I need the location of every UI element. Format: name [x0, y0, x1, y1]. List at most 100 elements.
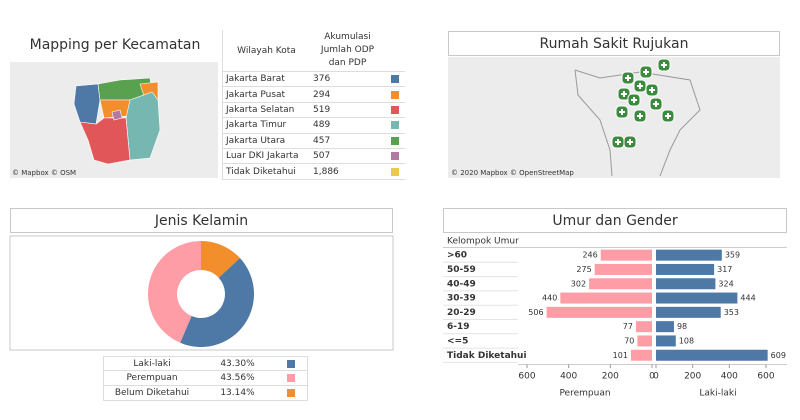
category-label: 40-49 [447, 279, 476, 289]
bar [656, 249, 722, 261]
bar [594, 263, 652, 275]
swatch [287, 359, 295, 368]
region-name: Luar DKI Jakarta [222, 149, 310, 165]
bar [656, 292, 738, 304]
value-label: 246 [582, 251, 597, 260]
value-label: 317 [717, 265, 732, 274]
region-name: Jakarta Pusat [222, 87, 310, 103]
category-label: <=5 [447, 336, 468, 346]
region-value: 376 [310, 72, 385, 88]
value-label: 70 [624, 336, 634, 345]
map-background [448, 57, 780, 178]
hospital-cross [627, 139, 633, 145]
map-outline [574, 69, 701, 177]
region-swatch [385, 72, 405, 88]
swatch [391, 121, 399, 130]
hospital-cross [631, 97, 637, 103]
legend-swatch [275, 356, 308, 371]
value-label: 444 [740, 294, 755, 303]
bar [656, 263, 715, 275]
panel-title: Mapping per Kecamatan [29, 37, 201, 53]
hospital-cross [661, 62, 667, 68]
region-swatch [385, 164, 405, 180]
table-header: Wilayah Kota [222, 30, 310, 72]
hospital-cross [621, 91, 627, 97]
bar [630, 349, 652, 361]
panel-title: Umur dan Gender [443, 208, 787, 233]
map-attribution: © 2020 Mapbox © OpenStreetMap [451, 169, 574, 177]
region-value: 294 [310, 87, 385, 103]
chart-frame [9, 235, 394, 351]
region-name: Jakarta Barat [222, 72, 310, 88]
value-label: 101 [613, 351, 628, 360]
region-swatch [385, 134, 405, 149]
swatch [391, 90, 399, 99]
hospital-cross [615, 139, 621, 145]
panel-title: Rumah Sakit Rujukan [448, 31, 780, 56]
category-label: 6-19 [447, 322, 470, 332]
hospital-cross [653, 101, 659, 107]
legend-label: Perempuan [103, 371, 200, 386]
category-label: 50-59 [447, 265, 476, 275]
value-label: 506 [528, 308, 543, 317]
bar [656, 306, 721, 318]
table-header: Akumulasi Jumlah ODP dan PDP [310, 30, 385, 72]
category-label: >60 [447, 251, 467, 261]
x-tick-label: 600 [518, 372, 535, 382]
hospital-cross [649, 87, 655, 93]
value-label: 359 [725, 251, 740, 260]
value-label: 98 [677, 322, 687, 331]
region-name: Jakarta Utara [222, 133, 310, 149]
swatch [287, 374, 295, 382]
swatch [391, 105, 399, 114]
category-label: 20-29 [447, 308, 476, 318]
legend-value: 43.56% [200, 371, 275, 386]
region-swatch [385, 118, 405, 134]
bar [637, 335, 652, 347]
region-value: 457 [310, 134, 385, 149]
legend-swatch [275, 386, 308, 401]
hospital-cross [619, 109, 625, 115]
map-attribution: © Mapbox © OSM [12, 169, 76, 177]
value-label: 324 [718, 279, 733, 288]
value-label: 609 [771, 351, 786, 360]
hospital-cross [643, 69, 649, 75]
swatch [391, 152, 399, 161]
swatch [391, 136, 399, 145]
legend-label: Laki-laki [103, 356, 200, 371]
category-header: Kelompok Umur [447, 237, 519, 247]
region-swatch [385, 149, 405, 165]
value-label: 440 [542, 294, 557, 303]
bar [600, 249, 652, 261]
x-tick-label: 0 [653, 372, 659, 382]
hospital-cross [637, 83, 643, 89]
legend-label: Belum Diketahui [103, 386, 200, 401]
region-swatch [385, 87, 405, 103]
swatch [287, 389, 295, 397]
panel-title: Jenis Kelamin [10, 208, 393, 233]
swatch [391, 75, 399, 84]
hospital-cross [665, 113, 671, 119]
x-tick-label: 400 [721, 372, 738, 382]
region-name: Tidak Diketahui [222, 164, 310, 180]
donut-slice [201, 241, 240, 278]
bar [589, 278, 652, 290]
axis-label: Laki-laki [699, 389, 736, 399]
x-tick-label: 200 [602, 372, 619, 382]
value-label: 302 [571, 279, 586, 288]
x-tick-label: 600 [757, 372, 774, 382]
region-name: Jakarta Timur [222, 118, 310, 134]
bar [635, 321, 652, 333]
axis-label: Perempuan [559, 389, 610, 399]
hospital-cross [637, 113, 643, 119]
legend-value: 13.14% [200, 386, 275, 401]
region-value: 519 [310, 103, 385, 119]
donut-slice [180, 258, 255, 348]
category-label: Tidak Diketahui [447, 351, 527, 361]
value-label: 108 [679, 336, 694, 345]
region-value: 507 [310, 149, 385, 165]
donut-slice [147, 241, 201, 343]
region-value: 1,886 [310, 164, 385, 180]
bar [656, 335, 676, 347]
